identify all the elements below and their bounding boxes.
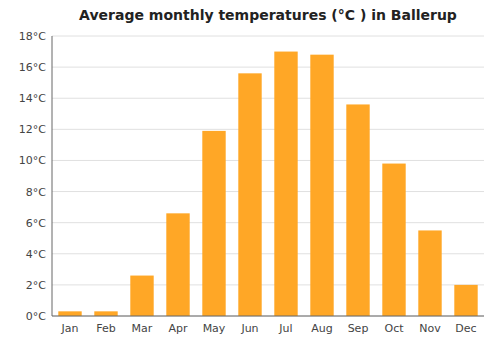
x-tick-label: Feb xyxy=(96,322,115,335)
grid-line xyxy=(52,160,484,161)
bar xyxy=(202,131,225,316)
x-axis-line xyxy=(52,316,484,317)
y-tick-label: 10°C xyxy=(19,154,46,167)
bar xyxy=(310,55,333,316)
x-tick-label: Jan xyxy=(61,322,79,335)
x-tick-label: Aug xyxy=(311,322,332,335)
y-axis-line xyxy=(52,36,53,316)
grid-line xyxy=(52,129,484,130)
grid-line xyxy=(52,222,484,223)
y-tick-label: 16°C xyxy=(19,61,46,74)
x-tick-label: Oct xyxy=(384,322,404,335)
y-axis: 0°C 2°C 4°C 6°C 8°C 10°C 12°C 14°C 16°C 18°C xyxy=(19,30,484,323)
x-tick-label: Jul xyxy=(278,322,292,335)
y-tick-label: 12°C xyxy=(19,123,46,136)
y-tick-label: 18°C xyxy=(19,30,46,43)
x-tick-label: May xyxy=(203,322,226,335)
y-tick-label: 0°C xyxy=(26,310,46,323)
x-tick-label: Dec xyxy=(455,322,476,335)
y-tick-label: 6°C xyxy=(26,217,46,230)
grid-line xyxy=(52,36,484,37)
bar xyxy=(166,213,189,316)
chart-svg: Average monthly temperatures (°C ) in Ba… xyxy=(0,0,500,350)
x-tick-label: Sep xyxy=(348,322,369,335)
bar xyxy=(274,52,297,316)
chart-container: Average monthly temperatures (°C ) in Ba… xyxy=(0,0,500,350)
grid-line xyxy=(52,316,484,317)
grid-line xyxy=(52,67,484,68)
x-tick-label: Nov xyxy=(419,322,441,335)
bar xyxy=(58,311,81,316)
bar xyxy=(418,230,441,316)
bar xyxy=(130,276,153,316)
grid-line xyxy=(52,191,484,192)
bar xyxy=(454,285,477,316)
x-tick-label: Apr xyxy=(168,322,188,335)
grid-line xyxy=(52,98,484,99)
x-tick-label: Mar xyxy=(132,322,153,335)
bar xyxy=(346,104,369,316)
x-tick-label: Jun xyxy=(240,322,258,335)
bar xyxy=(382,164,405,316)
bar xyxy=(94,311,117,316)
y-tick-label: 4°C xyxy=(26,248,46,261)
y-tick-label: 8°C xyxy=(26,186,46,199)
y-tick-label: 14°C xyxy=(19,92,46,105)
chart-title: Average monthly temperatures (°C ) in Ba… xyxy=(79,7,457,23)
y-tick-label: 2°C xyxy=(26,279,46,292)
bars xyxy=(58,52,477,316)
bar xyxy=(238,73,261,316)
x-axis: Jan Feb Mar Apr May Jun Jul Aug Sep Oct Nov Dec xyxy=(61,322,477,335)
